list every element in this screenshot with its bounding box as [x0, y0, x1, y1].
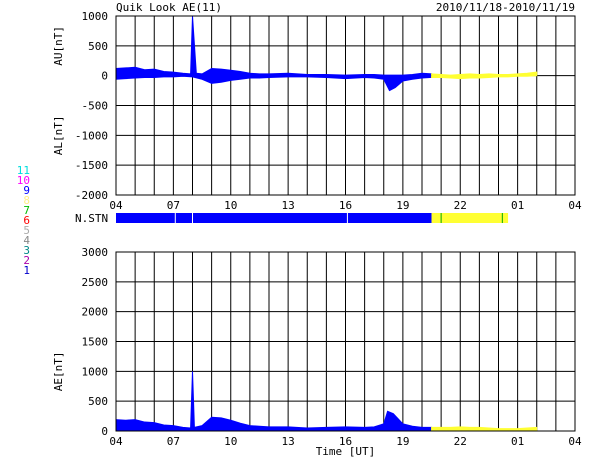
x-tick-label: 04: [109, 435, 123, 448]
plot-frame: [115, 15, 576, 196]
x-tick-label: 01: [511, 199, 524, 212]
series-ae-area: [115, 371, 433, 432]
station-legend-item: 4: [23, 234, 30, 247]
y-tick-label: -1500: [75, 159, 108, 172]
station-legend-item: 2: [23, 254, 30, 267]
y-tick-label: 1000: [82, 365, 109, 378]
series-au-area: [115, 15, 433, 77]
y-tick-label: 3000: [82, 246, 109, 259]
x-tick-label: 19: [396, 435, 409, 448]
station-legend-item: 10: [16, 174, 30, 187]
series-al-area: [115, 75, 433, 92]
y-tick-label: -500: [82, 100, 109, 113]
station-count-bar: N.STN: [75, 212, 509, 225]
x-tick-label: 19: [396, 199, 409, 212]
x-tick-label: 01: [511, 435, 524, 448]
y-tick-label: 2500: [82, 276, 109, 289]
x-tick-label: 16: [339, 199, 352, 212]
x-tick-label: 13: [282, 199, 295, 212]
series-al-provisional: [431, 75, 537, 80]
x-tick-label: 13: [282, 435, 295, 448]
x-tick-label: 04: [109, 199, 123, 212]
x-tick-label: 10: [224, 435, 237, 448]
y-axis-label-ae: AE[nT]: [52, 351, 65, 391]
chart-title: Quik Look AE(11): [116, 1, 222, 14]
y-tick-label: 0: [101, 425, 108, 438]
station-legend-item: 1: [23, 264, 30, 277]
x-tick-label: 22: [454, 199, 467, 212]
y-tick-label: -2000: [75, 189, 108, 202]
station-legend-item: 8: [23, 194, 30, 207]
x-tick-label: 07: [167, 199, 180, 212]
station-legend-item: 9: [23, 184, 30, 197]
y-axis-label-au: AU[nT]: [52, 26, 65, 66]
y-tick-label: -1000: [75, 129, 108, 142]
station-bar-segment: [431, 213, 509, 223]
station-legend-item: 6: [23, 214, 30, 227]
station-bar-label: N.STN: [75, 212, 108, 225]
x-tick-label: 16: [339, 435, 352, 448]
date-range: 2010/11/18-2010/11/19: [436, 1, 575, 14]
x-tick-label: 04: [568, 199, 582, 212]
y-tick-label: 0: [101, 70, 108, 83]
y-tick-label: 2000: [82, 306, 109, 319]
plot-frame: [115, 251, 576, 432]
x-tick-label: 10: [224, 199, 237, 212]
y-tick-label: 1000: [82, 10, 109, 23]
x-tick-label: 22: [454, 435, 467, 448]
station-legend-item: 5: [23, 224, 30, 237]
y-axis-label-al: AL[nT]: [52, 115, 65, 155]
y-tick-label: 1500: [82, 336, 109, 349]
y-tick-label: 500: [88, 395, 108, 408]
x-tick-label: 04: [568, 435, 582, 448]
series-au-provisional: [431, 71, 538, 77]
station-bar-segment: [116, 213, 432, 223]
series-ae-provisional: [431, 426, 538, 432]
station-legend-item: 3: [23, 244, 30, 257]
station-legend-item: 11: [16, 164, 30, 177]
station-legend-item: 7: [23, 204, 30, 217]
x-tick-label: 07: [167, 435, 180, 448]
y-tick-label: 500: [88, 40, 108, 53]
x-axis-label: Time [UT]: [316, 445, 376, 458]
